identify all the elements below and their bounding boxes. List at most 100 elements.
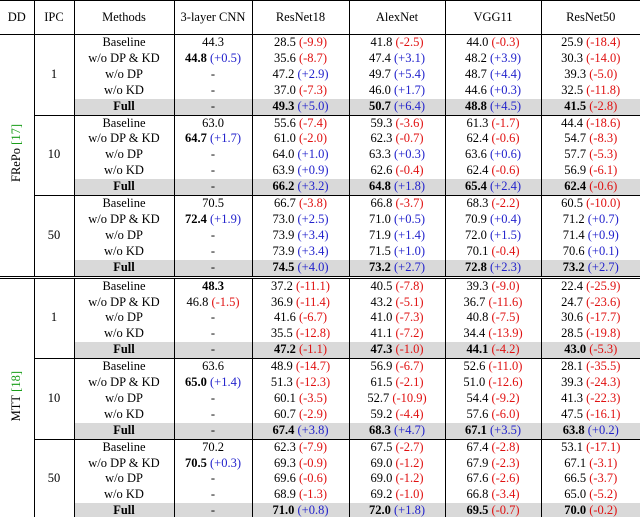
value: 48.3 xyxy=(202,278,224,293)
delta: (-1.7) xyxy=(491,115,520,130)
method-cell: w/o DP xyxy=(73,147,174,164)
value: 60.7 xyxy=(273,406,296,421)
value: 63.6 xyxy=(202,359,224,374)
value: 48.7 xyxy=(465,66,487,81)
table-row: Full -66.2 (+3.2) 64.8 (+1.8) 65.4 (+2.4) 62… xyxy=(0,179,640,196)
delta: (-17.1) xyxy=(586,439,621,454)
value-cell: 62.4 (-0.6) xyxy=(444,131,541,148)
delta: (-0.4) xyxy=(491,243,520,258)
value: 62.3 xyxy=(370,131,393,146)
value: 69.0 xyxy=(370,455,393,470)
value-cell: 57.7 (-5.3) xyxy=(540,147,640,164)
delta: (+0.2) xyxy=(587,422,619,437)
table-row: w/o DP -64.0 (+1.0) 63.3 (+0.3) 63.6 (+0.6)… xyxy=(0,147,640,164)
value: 59.3 xyxy=(370,115,393,130)
value-cell: 64.0 (+1.0) xyxy=(251,147,349,164)
value: 56.9 xyxy=(564,163,587,178)
value: - xyxy=(210,163,216,178)
delta: (+1.8) xyxy=(394,179,425,194)
value-cell: 28.1 (-35.5) xyxy=(540,358,640,376)
value: 67.5 xyxy=(370,439,393,454)
value-cell: 63.3 (+0.3) xyxy=(348,147,445,164)
value: 65.0 xyxy=(185,375,207,390)
delta: (+1.5) xyxy=(490,227,521,242)
delta: (-3.5) xyxy=(298,390,328,405)
delta: (-0.6) xyxy=(589,179,618,194)
value: - xyxy=(210,82,216,97)
delta: (-0.2) xyxy=(589,503,618,517)
delta: (-22.3) xyxy=(586,390,621,405)
value-cell: 24.7 (-23.6) xyxy=(540,294,640,311)
table-row: w/o DP -73.9 (+3.4) 71.9 (+1.4) 72.0 (+1.5)… xyxy=(0,227,640,244)
delta: (+4.7) xyxy=(394,422,425,437)
value: 74.5 xyxy=(272,259,295,274)
value-cell: 67.4 (-2.8) xyxy=(444,438,541,456)
delta: (+3.1) xyxy=(394,50,425,65)
delta: (-11.1) xyxy=(296,278,330,293)
value: 40.8 xyxy=(466,310,489,325)
delta: (-7.8) xyxy=(395,278,424,293)
value: 49.7 xyxy=(369,66,391,81)
value: 63.8 xyxy=(562,422,585,437)
value-cell: - xyxy=(173,326,252,343)
value-cell: 28.5 (-19.8) xyxy=(540,326,640,343)
delta: (+1.8) xyxy=(394,503,425,517)
value-cell: 61.5 (-2.1) xyxy=(348,375,445,391)
method-cell: w/o DP & KD xyxy=(73,375,174,391)
method-cell: w/o KD xyxy=(73,243,174,260)
delta: (-5.1) xyxy=(395,294,424,309)
value: 69.5 xyxy=(466,503,489,517)
value-cell: 25.9 (-18.4) xyxy=(540,34,640,51)
value: - xyxy=(210,422,216,437)
delta: (-1.5) xyxy=(211,294,240,309)
value: 71.0 xyxy=(272,503,295,517)
value-cell: - xyxy=(173,179,252,196)
value-cell: 71.2 (+0.7) xyxy=(540,211,640,228)
delta: (+3.8) xyxy=(297,422,329,437)
value: 68.9 xyxy=(273,487,296,502)
value: 28.1 xyxy=(561,359,583,374)
value: - xyxy=(210,342,216,357)
delta: (+3.5) xyxy=(490,422,521,437)
delta: (+2.5) xyxy=(297,211,329,226)
delta: (+4.5) xyxy=(490,98,521,113)
delta: (-0.9) xyxy=(298,455,328,470)
value-cell: 67.5 (-2.7) xyxy=(348,438,445,456)
value-cell: 56.9 (-6.1) xyxy=(540,163,640,180)
value: 37.0 xyxy=(273,82,296,97)
value: 28.5 xyxy=(273,35,296,49)
value-cell: 71.0 (+0.5) xyxy=(348,211,445,228)
delta: (+0.9) xyxy=(297,163,329,178)
value-cell: 28.5 (-9.9) xyxy=(251,34,349,51)
value: 62.6 xyxy=(370,163,393,178)
method-cell: w/o DP xyxy=(73,227,174,244)
ipc-cell: 50 xyxy=(33,195,74,278)
value: 57.7 xyxy=(564,147,587,162)
value: 68.3 xyxy=(466,196,489,211)
value-cell: 57.6 (-6.0) xyxy=(444,406,541,423)
value: 66.7 xyxy=(273,196,296,211)
column-header: AlexNet xyxy=(348,0,445,35)
value: 56.9 xyxy=(370,359,393,374)
value: - xyxy=(210,147,216,162)
table-row: Full -74.5 (+4.0) 73.2 (+2.7) 72.8 (+2.3) 73… xyxy=(0,259,640,278)
value-cell: - xyxy=(173,422,252,440)
delta: (-5.2) xyxy=(589,487,618,502)
delta: (-2.1) xyxy=(395,375,424,390)
value-cell: 47.4 (+3.1) xyxy=(348,50,445,67)
value-cell: 61.0 (-2.0) xyxy=(251,131,349,148)
delta: (-3.6) xyxy=(395,115,424,130)
delta: (-4.2) xyxy=(491,342,520,357)
value: 70.5 xyxy=(185,455,207,470)
method-cell: Baseline xyxy=(73,34,174,51)
value-cell: 69.3 (-0.9) xyxy=(251,455,349,472)
delta: (-2.3) xyxy=(491,455,520,470)
delta: (-0.7) xyxy=(491,503,520,517)
value-cell: 67.1 (-3.1) xyxy=(540,455,640,472)
table-row: w/o DP & KD 64.7 (+1.7) 61.0 (-2.0) 62.3 (-… xyxy=(0,131,640,148)
value-cell: 65.0 (+1.4) xyxy=(173,375,252,391)
value-cell: - xyxy=(173,98,252,116)
method-cell: Full xyxy=(73,503,174,517)
value: 67.9 xyxy=(466,455,489,470)
value-cell: 68.3 (-2.2) xyxy=(444,195,541,212)
